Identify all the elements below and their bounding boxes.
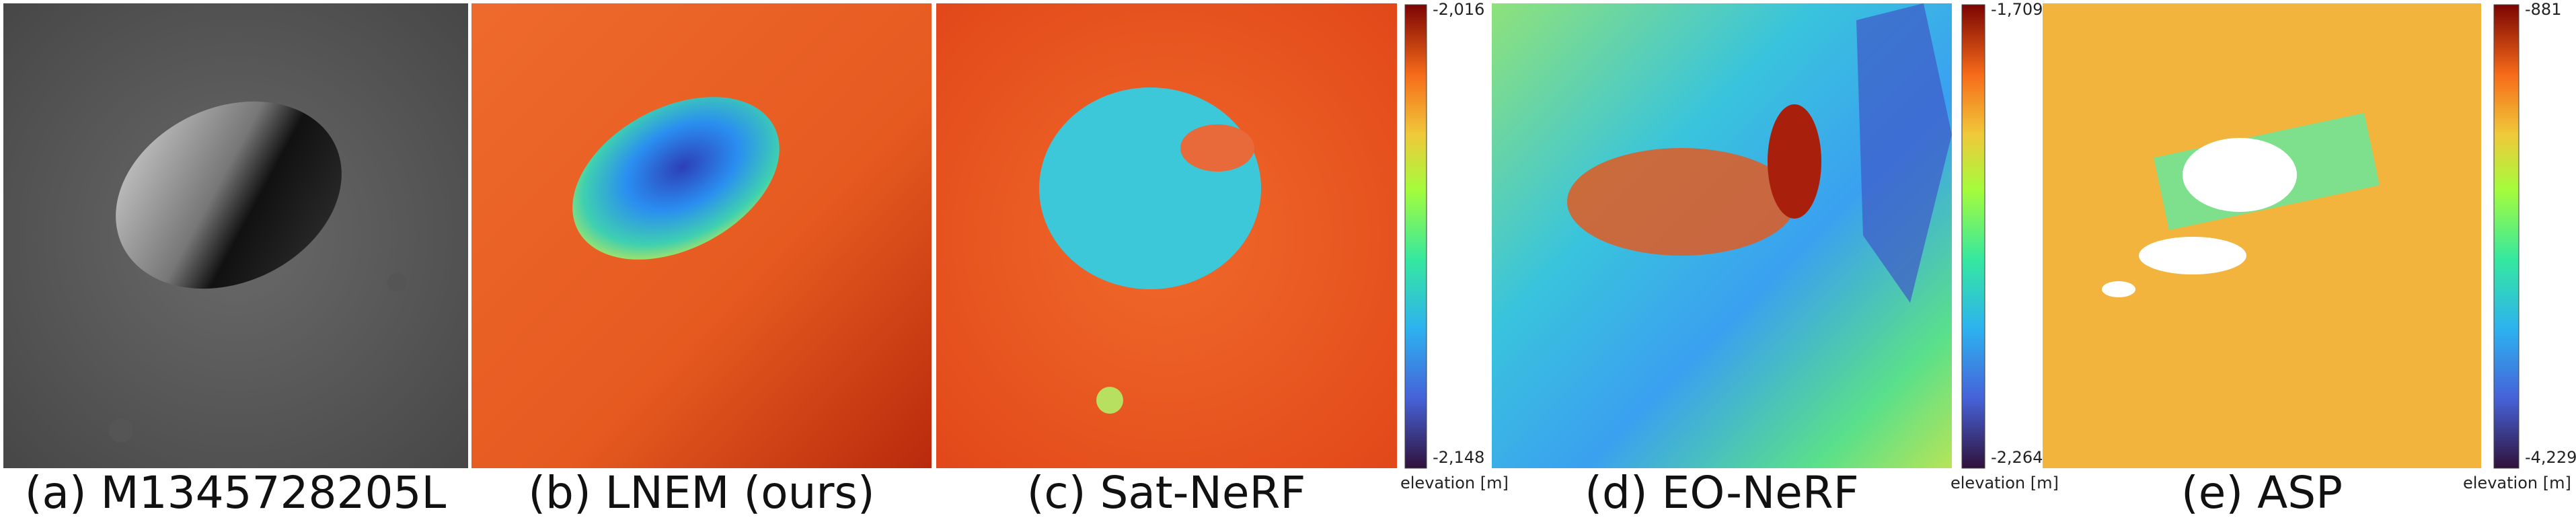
colorbar-max: -1,709 <box>1991 0 2043 19</box>
colorbar-label: elevation [m] <box>2463 474 2571 492</box>
caption: (a) M1345728205L <box>25 467 447 519</box>
caption: (d) EO-NeRF <box>1585 467 1858 519</box>
colorbar-max: -2,016 <box>1433 0 1484 19</box>
colorbar-max: -881 <box>2525 0 2561 19</box>
colorbar-min: -2,264 <box>1991 448 2043 467</box>
colorbar-min: -4,229 <box>2525 448 2576 467</box>
caption: (e) ASP <box>2181 467 2343 519</box>
colorbar-min: -2,148 <box>1433 448 1484 467</box>
colorbar-e: -881 -4,229 elevation [m] <box>2463 0 2576 492</box>
panel-a-image <box>3 3 468 468</box>
colorbar-label: elevation [m] <box>1400 474 1509 492</box>
colorbar-c: -2,016 -2,148 elevation [m] <box>1400 0 1509 492</box>
panel-b-image <box>471 3 932 468</box>
colorbar-label: elevation [m] <box>1950 474 2059 492</box>
panel-e-image <box>2043 3 2481 468</box>
caption: (c) Sat-NeRF <box>1027 467 1306 519</box>
colorbar-d: -1,709 -2,264 elevation [m] <box>1950 0 2059 492</box>
panel-d-image <box>1492 3 1952 468</box>
panel-c-image <box>936 3 1397 468</box>
caption: (b) LNEM (ours) <box>528 467 874 519</box>
